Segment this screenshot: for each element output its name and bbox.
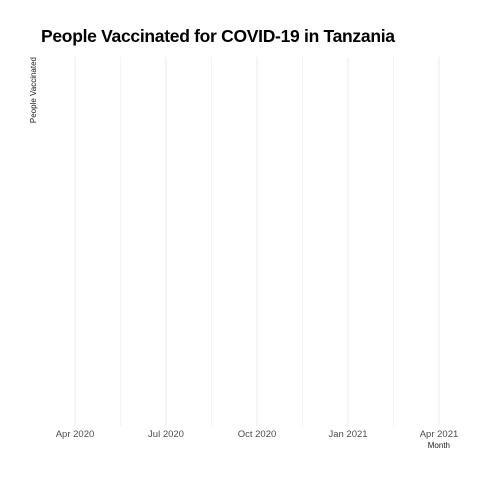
x-tick-label: Jul 2020 <box>148 429 184 440</box>
major-gridlines <box>74 57 440 426</box>
x-tick-label: Jan 2021 <box>328 429 367 440</box>
x-axis-ticks: Apr 2020 Jul 2020 Oct 2020 Jan 2021 Apr 2021 <box>56 429 459 440</box>
x-tick-label: Apr 2021 <box>420 429 459 440</box>
x-axis-label: Month <box>427 441 450 450</box>
x-tick-label: Oct 2020 <box>238 429 277 440</box>
minor-gridlines <box>120 57 394 426</box>
x-tick-label: Apr 2020 <box>56 429 95 440</box>
chart-title: People Vaccinated for COVID-19 in Tanzan… <box>41 26 395 46</box>
